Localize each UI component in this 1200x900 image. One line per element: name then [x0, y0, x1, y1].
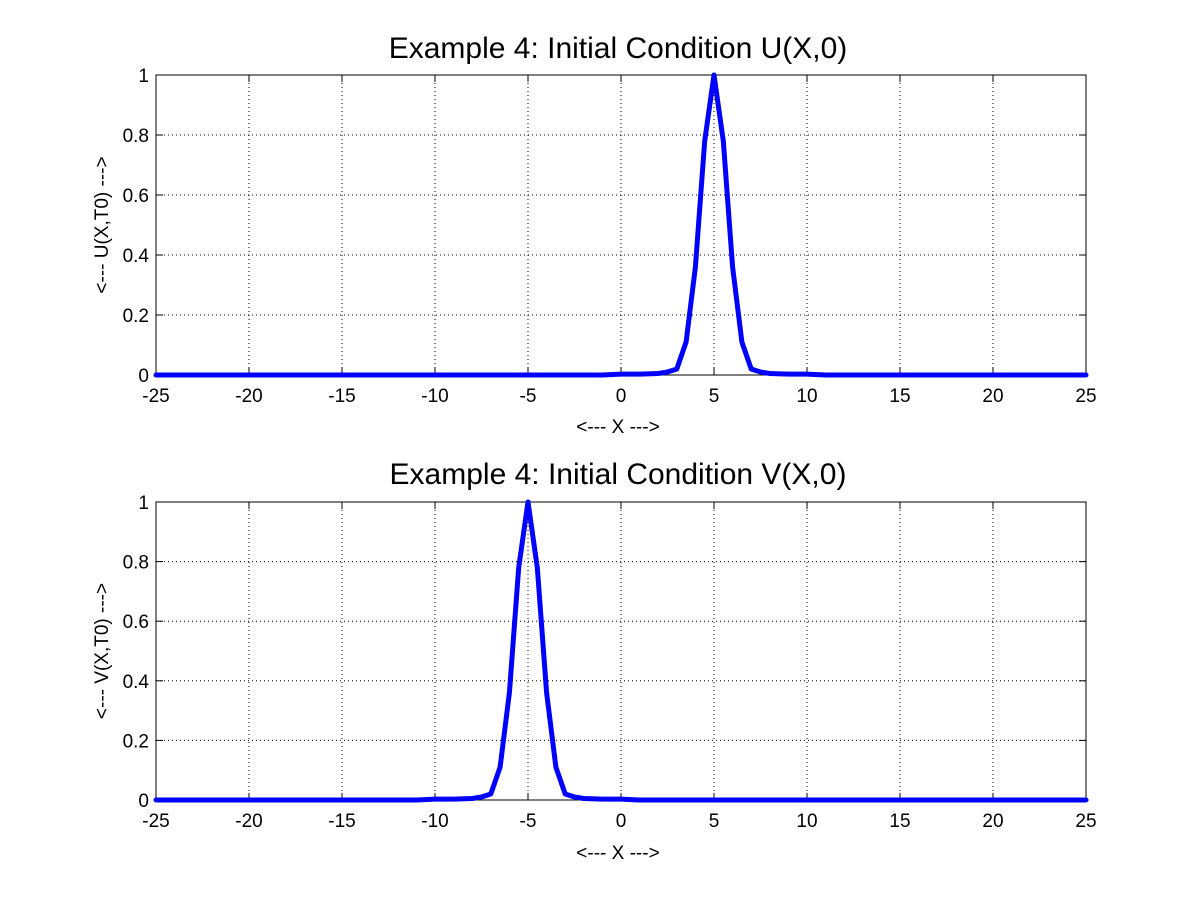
y-tick-label: 0.2	[123, 306, 149, 327]
x-tick-label: -15	[328, 811, 355, 832]
y-tick-label: 0	[138, 366, 149, 387]
y-tick-label: 1	[138, 66, 149, 87]
series-line	[153, 499, 1089, 803]
x-tick-label: 25	[1075, 386, 1096, 407]
y-tick-label: 0.4	[123, 246, 150, 267]
y-tick-label: 0.4	[123, 672, 150, 693]
y-tick-label: 0.6	[123, 612, 149, 633]
ticks: -25 -20 -15 -10 -5 0 5 10 15 20 25 0 0.2 0.4 0.6 0.8 1	[123, 493, 1097, 832]
series-line	[153, 72, 1089, 378]
series-group	[153, 72, 1089, 378]
x-tick-label: -25	[142, 811, 169, 832]
ticks: -25 -20 -15 -10 -5 0 5 10 15 20 25 0 0.2 0.4 0.6 0.8 1	[123, 66, 1097, 407]
x-tick-label: 10	[796, 386, 817, 407]
x-tick-label: 15	[889, 386, 910, 407]
x-tick-label: -20	[235, 386, 262, 407]
x-tick-label: -5	[520, 811, 537, 832]
plot-bottom: -25 -20 -15 -10 -5 0 5 10 15 20 25 0 0.2 0.4 0.6 0.8 1 E…	[92, 458, 1097, 864]
x-axis-label: <--- X --->	[576, 417, 659, 438]
y-axis-label: <--- U(X,T0) --->	[92, 156, 113, 293]
x-tick-label: 0	[616, 386, 627, 407]
x-tick-label: 25	[1075, 811, 1096, 832]
y-tick-label: 0	[138, 791, 149, 812]
y-tick-label: 0.8	[123, 126, 149, 147]
y-tick-label: 0.8	[123, 553, 149, 574]
series-group	[153, 499, 1089, 803]
y-tick-label: 0.2	[123, 731, 149, 752]
grid	[156, 502, 1086, 800]
x-tick-label: 20	[982, 386, 1003, 407]
plot-top: -25 -20 -15 -10 -5 0 5 10 15 20 25 0 0.2 0.4 0.6 0.8 1 E…	[92, 32, 1097, 438]
y-axis-label: <--- V(X,T0) --->	[92, 583, 113, 719]
x-tick-label: 5	[709, 386, 720, 407]
x-axis-label: <--- X --->	[576, 843, 659, 864]
x-tick-label: -20	[235, 811, 262, 832]
x-tick-label: -15	[328, 386, 355, 407]
grid	[156, 75, 1086, 375]
x-tick-label: 10	[796, 811, 817, 832]
x-tick-label: -10	[421, 386, 448, 407]
x-tick-label: -5	[520, 386, 537, 407]
x-tick-label: 15	[889, 811, 910, 832]
chart-title: Example 4: Initial Condition V(X,0)	[390, 458, 847, 491]
y-tick-label: 0.6	[123, 186, 149, 207]
x-tick-label: 5	[709, 811, 720, 832]
x-tick-label: -10	[421, 811, 448, 832]
x-tick-label: 0	[616, 811, 627, 832]
chart-title: Example 4: Initial Condition U(X,0)	[389, 32, 848, 65]
x-tick-label: -25	[142, 386, 169, 407]
x-tick-label: 20	[982, 811, 1003, 832]
axes-box	[155, 74, 1087, 376]
y-tick-label: 1	[138, 493, 149, 514]
